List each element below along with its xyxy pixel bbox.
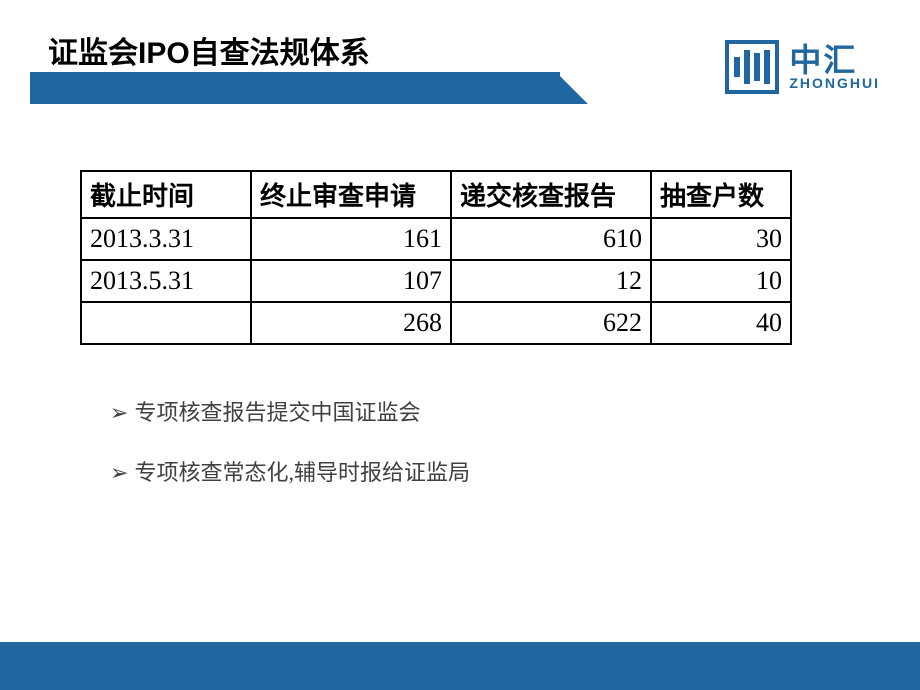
- table-cell: 161: [251, 218, 451, 260]
- data-table: 截止时间 终止审查申请 递交核查报告 抽查户数 2013.3.31 161 61…: [80, 170, 792, 345]
- table-row-total: 268 622 40: [81, 302, 791, 344]
- logo-text: 中汇 ZHONGHUI: [789, 44, 880, 90]
- logo-mark-icon: [725, 40, 779, 94]
- table-col-header: 递交核查报告: [451, 171, 651, 218]
- slide-header: 证监会IPO自查法规体系 中汇 ZHONGHUI: [0, 0, 920, 110]
- page-title: 证监会IPO自查法规体系: [48, 28, 370, 72]
- logo-en: ZHONGHUI: [789, 76, 880, 90]
- table-col-header: 终止审查申请: [251, 171, 451, 218]
- table-cell: 610: [451, 218, 651, 260]
- table-row: 2013.5.31 107 12 10: [81, 260, 791, 302]
- bullet-list: 专项核查报告提交中国证监会 专项核查常态化,辅导时报给证监局: [110, 395, 840, 487]
- table-row: 2013.3.31 161 610 30: [81, 218, 791, 260]
- bullet-item: 专项核查报告提交中国证监会: [110, 395, 840, 427]
- footer-bar: [0, 642, 920, 690]
- table-header-row: 截止时间 终止审查申请 递交核查报告 抽查户数: [81, 171, 791, 218]
- bullet-item: 专项核查常态化,辅导时报给证监局: [110, 455, 840, 487]
- logo-cn: 中汇: [789, 44, 880, 76]
- table-cell: 10: [651, 260, 791, 302]
- table-cell: 2013.3.31: [81, 218, 251, 260]
- brand-logo: 中汇 ZHONGHUI: [725, 40, 880, 94]
- slide-content: 截止时间 终止审查申请 递交核查报告 抽查户数 2013.3.31 161 61…: [0, 110, 920, 487]
- table-cell: 12: [451, 260, 651, 302]
- table-cell: 40: [651, 302, 791, 344]
- table-col-header: 抽查户数: [651, 171, 791, 218]
- table-cell: 268: [251, 302, 451, 344]
- table-cell: [81, 302, 251, 344]
- table-cell: 107: [251, 260, 451, 302]
- table-cell: 30: [651, 218, 791, 260]
- table-cell: 622: [451, 302, 651, 344]
- table-col-header: 截止时间: [81, 171, 251, 218]
- table-cell: 2013.5.31: [81, 260, 251, 302]
